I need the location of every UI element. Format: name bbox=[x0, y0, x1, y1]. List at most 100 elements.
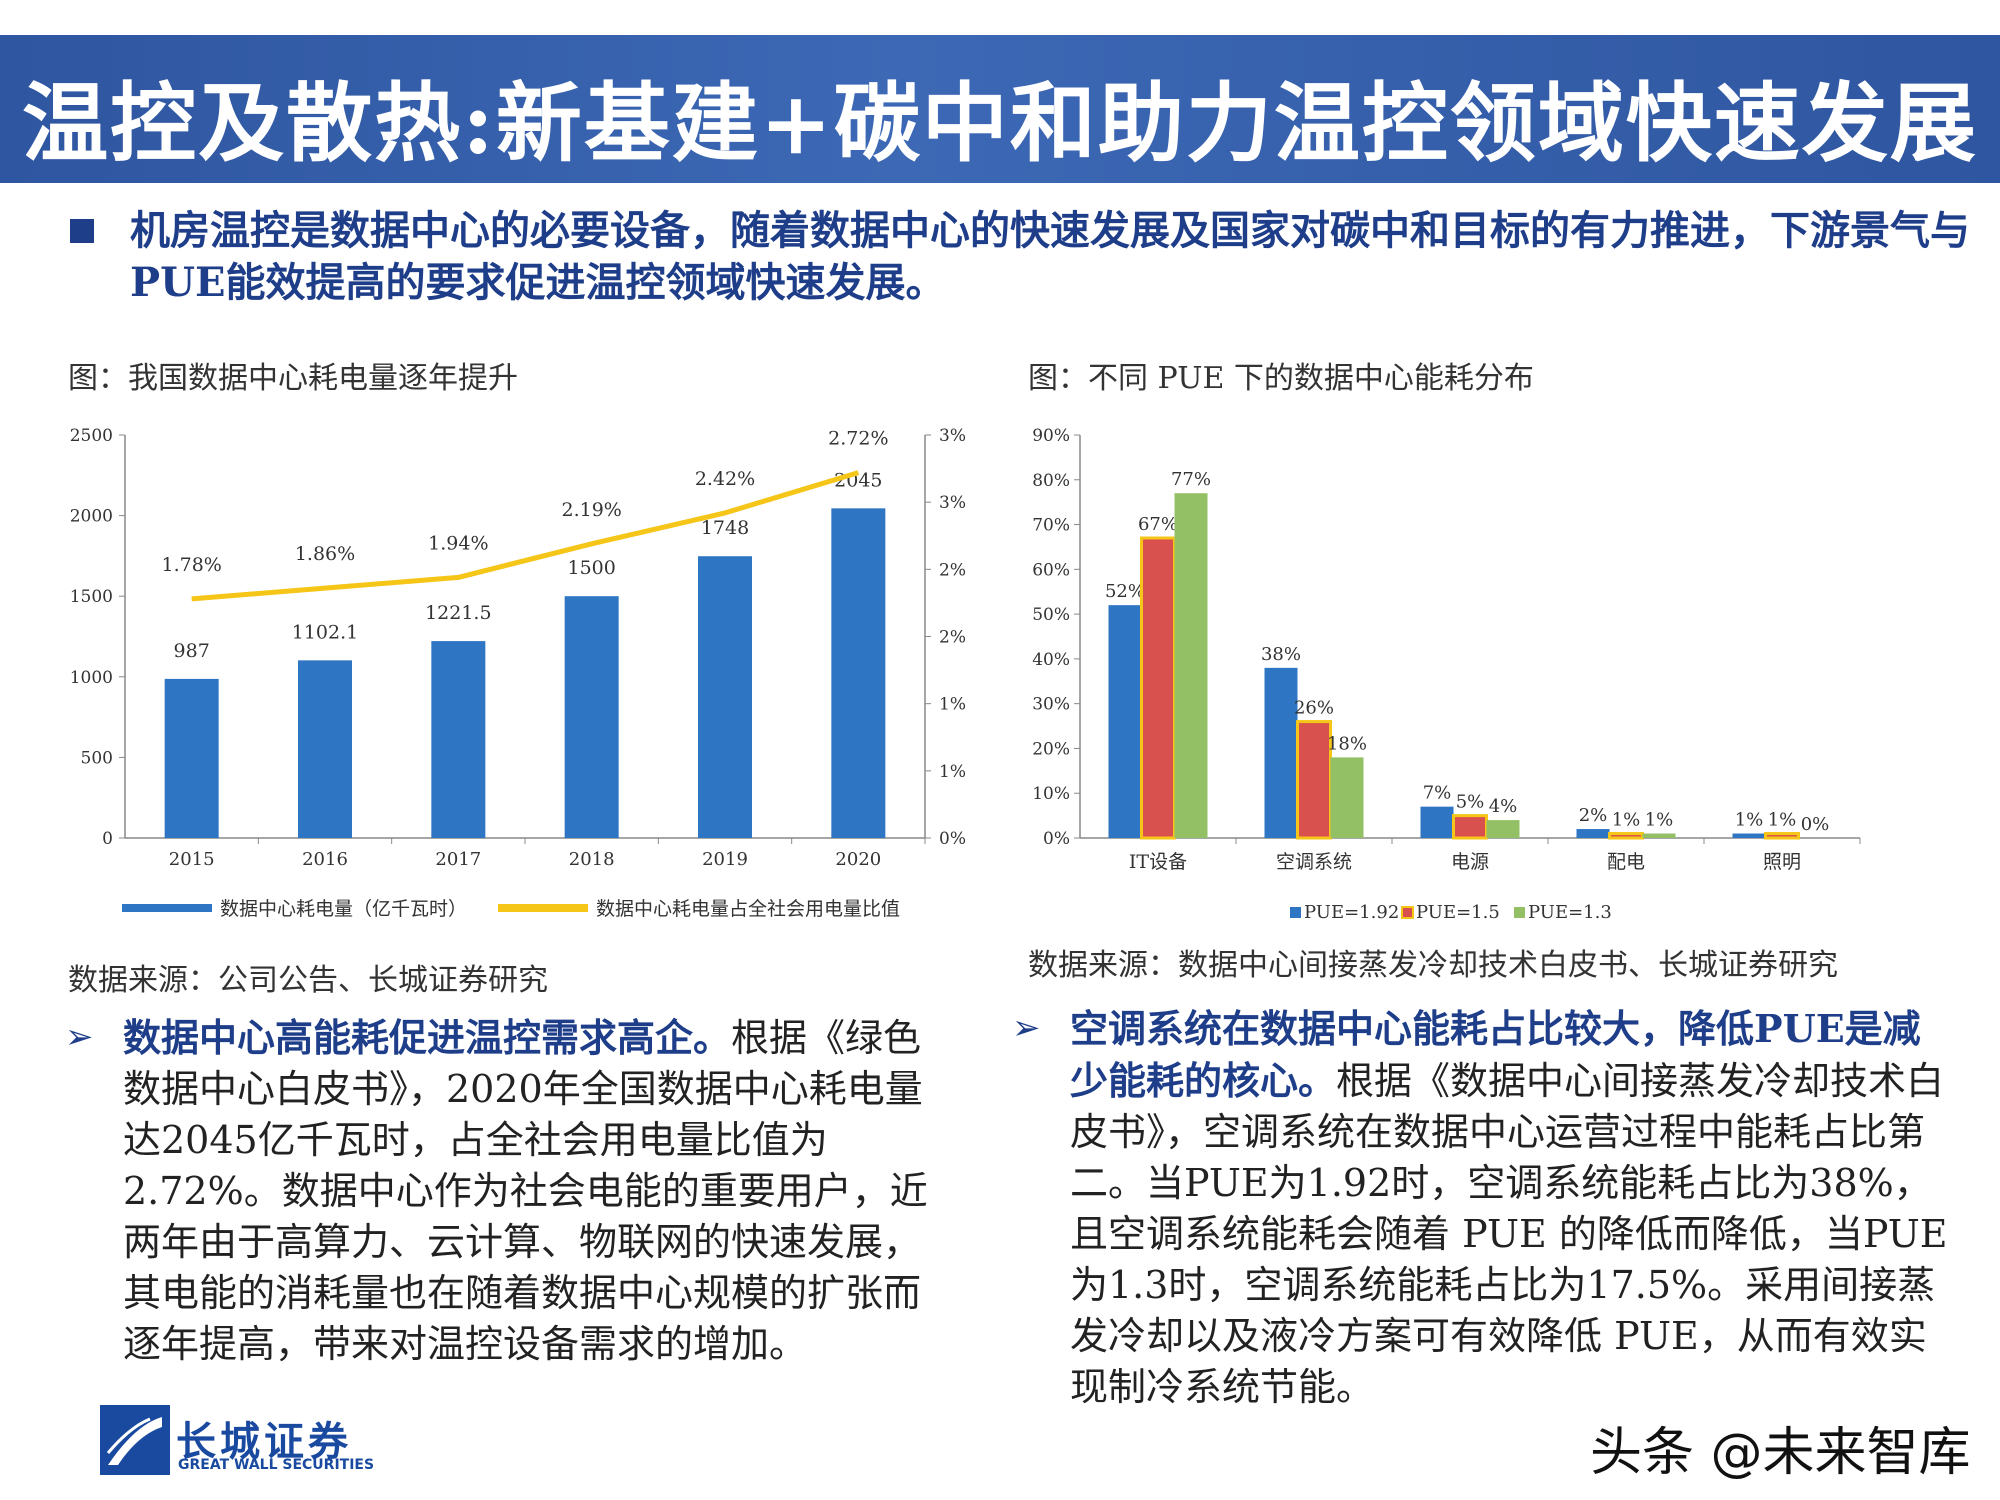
y2-tick-label: 1% bbox=[939, 762, 966, 782]
legend-label: PUE=1.3 bbox=[1528, 902, 1612, 923]
bar bbox=[1732, 833, 1766, 838]
bar-value-label: 52% bbox=[1105, 581, 1145, 602]
logo-subtext: GREAT WALL SECURITIES bbox=[178, 1457, 375, 1473]
legend-label: PUE=1.92 bbox=[1304, 902, 1399, 923]
x-tick-label: IT设备 bbox=[1129, 851, 1187, 873]
x-tick-label: 2019 bbox=[702, 849, 748, 870]
bar bbox=[1642, 833, 1676, 838]
y-tick-label: 0 bbox=[102, 829, 113, 849]
legend-swatch bbox=[1514, 907, 1525, 918]
legend-label-bar: 数据中心耗电量（亿千瓦时） bbox=[220, 898, 467, 920]
y-tick-label: 1000 bbox=[70, 668, 113, 688]
y2-tick-label: 2% bbox=[939, 560, 966, 580]
line-series bbox=[191, 470, 860, 602]
left-source: 数据来源：公司公告、长城证券研究 bbox=[68, 963, 548, 998]
legend-swatch bbox=[1401, 906, 1414, 919]
bar bbox=[1108, 605, 1142, 838]
line-value-label: 2.19% bbox=[561, 499, 621, 521]
bar bbox=[1330, 757, 1364, 838]
y-tick-label: 60% bbox=[1032, 560, 1070, 580]
bar-value-label: 1221.5 bbox=[425, 602, 491, 624]
legend-swatch-bar bbox=[122, 904, 212, 912]
left-paragraph-lead: 数据中心高能耗促进温控需求高企。 bbox=[123, 1015, 732, 1060]
left-paragraph-body: 根据《绿色数据中心白皮书》，2020年全国数据中心耗电量达2045亿千瓦时，占全… bbox=[123, 1016, 928, 1366]
bar bbox=[298, 660, 352, 838]
legend-label: PUE=1.5 bbox=[1416, 902, 1500, 923]
y-tick-label: 0% bbox=[1043, 829, 1070, 849]
bar bbox=[698, 556, 752, 838]
x-tick-label: 2016 bbox=[302, 849, 348, 870]
power-consumption-chart: 0 500 1000 1500 2000 2500 0% 1% 1% 2% 2% 3% 3% 987 201… bbox=[70, 426, 966, 920]
y2-tick-label: 2% bbox=[939, 628, 966, 648]
x-tick-label: 空调系统 bbox=[1276, 851, 1352, 873]
company-logo: 长城证券 GREAT WALL SECURITIES bbox=[100, 1405, 400, 1475]
y-tick-label: 500 bbox=[81, 748, 113, 768]
bar bbox=[164, 678, 219, 838]
right-paragraph-body: 根据《数据中心间接蒸发冷却技术白皮书》，空调系统在数据中心运营过程中能耗占比第二… bbox=[1070, 1059, 1948, 1409]
left-chart-caption: 图：我国数据中心耗电量逐年提升 bbox=[68, 361, 518, 396]
legend-label-line: 数据中心耗电量占全社会用电量比值 bbox=[596, 898, 900, 920]
x-tick-label: 2018 bbox=[569, 849, 615, 870]
bar-value-label: 67% bbox=[1138, 514, 1178, 535]
bar-value-label: 77% bbox=[1171, 469, 1211, 490]
great-wall-logo-icon bbox=[100, 1405, 170, 1475]
y-tick-label: 2000 bbox=[70, 507, 113, 527]
x-tick-label: 电源 bbox=[1451, 851, 1489, 873]
line-value-label: 1.86% bbox=[295, 543, 355, 565]
bar-value-label: 18% bbox=[1327, 733, 1367, 754]
bar-value-label: 1% bbox=[1645, 810, 1674, 831]
bar bbox=[1608, 832, 1644, 840]
legend-swatch bbox=[1290, 907, 1301, 918]
y-tick-label: 20% bbox=[1032, 739, 1070, 759]
line-value-label: 1.94% bbox=[428, 532, 488, 554]
arrow-bullet-icon: ➢ bbox=[65, 1017, 94, 1057]
bar-value-label: 4% bbox=[1489, 796, 1518, 817]
bar bbox=[564, 596, 619, 838]
legend-swatch-line bbox=[498, 904, 588, 912]
arrow-bullet-icon: ➢ bbox=[1012, 1008, 1041, 1048]
y-tick-label: 80% bbox=[1032, 471, 1070, 491]
bar-value-label: 1102.1 bbox=[292, 621, 358, 643]
bar-value-label: 0% bbox=[1801, 814, 1830, 835]
bar-value-label: 38% bbox=[1261, 644, 1301, 665]
page-title: 温控及散热:新基建+碳中和助力温控领域快速发展 bbox=[22, 73, 1978, 174]
bar bbox=[1264, 667, 1298, 838]
y-tick-label: 2500 bbox=[70, 426, 113, 446]
bar bbox=[1452, 814, 1488, 840]
line-value-label: 2.72% bbox=[828, 428, 888, 450]
bar-value-label: 5% bbox=[1456, 792, 1485, 813]
bar bbox=[431, 641, 486, 838]
bar bbox=[1576, 829, 1610, 838]
bar bbox=[1140, 536, 1176, 840]
watermark: 头条 @未来智库 bbox=[1590, 1423, 1971, 1483]
bar bbox=[1764, 832, 1800, 840]
x-tick-label: 2020 bbox=[835, 849, 881, 870]
y-tick-label: 70% bbox=[1032, 516, 1070, 536]
pue-distribution-chart: 0% 10% 20% 30% 40% 50% 60% 70% 80% 90% IT设备 52% 67% 7… bbox=[1032, 426, 1861, 923]
bar-value-label: 1748 bbox=[701, 517, 749, 539]
bar-value-label: 1% bbox=[1612, 810, 1641, 831]
y2-tick-label: 3% bbox=[939, 426, 966, 446]
bullet-square-icon bbox=[70, 219, 94, 243]
bar-value-label: 1% bbox=[1735, 810, 1764, 831]
y-tick-label: 1500 bbox=[70, 587, 113, 607]
right-source: 数据来源：数据中心间接蒸发冷却技术白皮书、长城证券研究 bbox=[1028, 948, 1838, 983]
x-tick-label: 照明 bbox=[1763, 851, 1801, 873]
y-tick-label: 40% bbox=[1032, 650, 1070, 670]
right-chart-caption: 图：不同 PUE 下的数据中心能耗分布 bbox=[1028, 361, 1534, 396]
bar bbox=[1486, 820, 1520, 838]
y-tick-label: 90% bbox=[1032, 426, 1070, 446]
title-banner: 温控及散热:新基建+碳中和助力温控领域快速发展 bbox=[0, 35, 2000, 183]
y-tick-label: 50% bbox=[1032, 605, 1070, 625]
bar bbox=[1174, 493, 1208, 838]
y2-tick-label: 3% bbox=[939, 493, 966, 513]
logo-text: 长城证券 bbox=[176, 1418, 352, 1465]
bar bbox=[1420, 806, 1454, 838]
intro-text: 机房温控是数据中心的必要设备，随着数据中心的快速发展及国家对碳中和目标的有力推进… bbox=[130, 207, 1970, 306]
bar-value-label: 987 bbox=[174, 640, 210, 662]
right-paragraph-lead: 空调系统在数据中心能耗占比较大，降低PUE是减少能耗的核心。 bbox=[1070, 1006, 1921, 1103]
y-tick-label: 10% bbox=[1032, 784, 1070, 804]
x-tick-label: 配电 bbox=[1607, 851, 1645, 873]
x-tick-label: 2015 bbox=[169, 849, 215, 870]
bar-value-label: 2% bbox=[1579, 805, 1608, 826]
